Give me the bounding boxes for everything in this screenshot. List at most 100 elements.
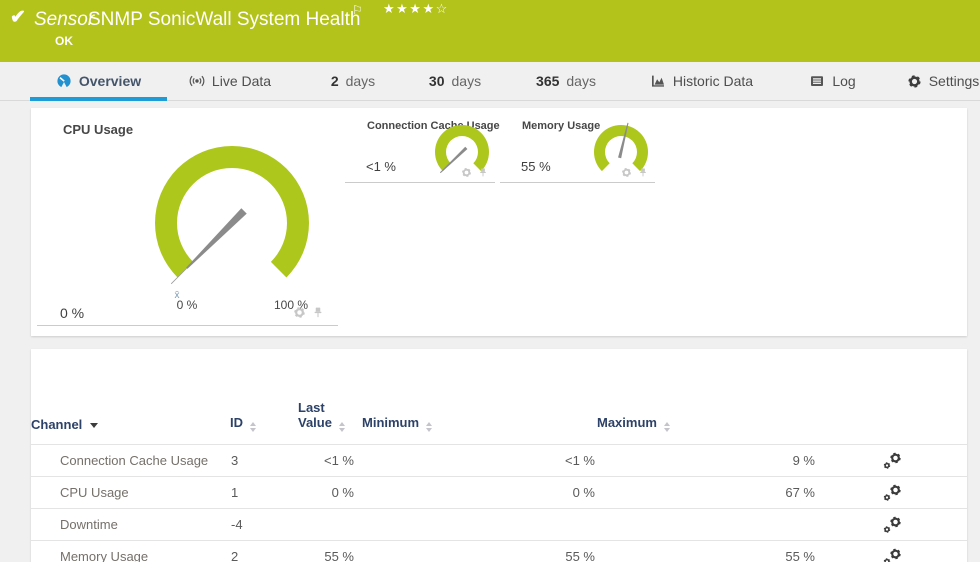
channel-last-value: <1 %	[324, 453, 354, 468]
column-header-last-value[interactable]: Last Value	[298, 349, 362, 445]
tab-label: days	[451, 73, 482, 89]
flag-icon[interactable]: ⚐	[352, 3, 363, 17]
tab-live-data[interactable]: Live Data	[180, 62, 280, 100]
tab-historic-data[interactable]: Historic Data	[639, 62, 764, 100]
tile-settings-gear-icon[interactable]	[293, 306, 306, 319]
tile-action-icons	[293, 306, 324, 319]
gauge-tile-connection-cache: Connection Cache Usage <1 %	[345, 108, 500, 183]
tile-action-icons	[621, 167, 648, 178]
gauge-current-value: <1 %	[366, 159, 396, 174]
column-label: Minimum	[362, 415, 420, 430]
channel-settings-gears-icon[interactable]	[880, 513, 905, 536]
area-chart-icon	[650, 73, 666, 89]
sort-desc-icon	[90, 423, 99, 428]
status-ok-check-icon: ✔	[10, 7, 26, 28]
tile-pin-icon[interactable]	[478, 167, 488, 178]
tab-label: Log	[832, 73, 856, 89]
column-header-channel[interactable]: Channel	[31, 349, 230, 445]
gauges-panel: CPU Usage x̄ 0 % 100 % 0 %	[31, 108, 967, 336]
tab-bar: Overview Live Data 2 days 30 days 365 da…	[0, 62, 980, 101]
tab-label: Overview	[78, 73, 142, 89]
column-label: Channel	[31, 417, 83, 432]
table-header-row: Channel ID Last Value Minimum Maximum	[31, 349, 967, 445]
channel-minimum: <1 %	[565, 453, 595, 468]
channel-maximum: 55 %	[785, 549, 815, 562]
memory-gauge-chart	[594, 122, 648, 172]
channel-last-value: 55 %	[324, 549, 354, 562]
gauge-needle	[439, 146, 468, 174]
gauge-tile-cpu: CPU Usage x̄ 0 % 100 % 0 %	[37, 108, 338, 326]
gauge-needle	[618, 122, 629, 159]
column-header-maximum[interactable]: Maximum	[597, 349, 817, 445]
tab-label: days	[566, 73, 596, 89]
channels-table: Channel ID Last Value Minimum Maximum	[31, 349, 967, 562]
sort-icon	[663, 422, 670, 432]
tab-30-days[interactable]: 30 days	[415, 62, 495, 100]
column-header-id[interactable]: ID	[230, 349, 298, 445]
gauge-tile-memory: Memory Usage 55 %	[500, 108, 655, 183]
live-broadcast-icon	[189, 73, 205, 89]
tab-2-days[interactable]: 2 days	[315, 62, 391, 100]
gauge-title: CPU Usage	[63, 122, 134, 137]
tab-number: 365	[536, 73, 560, 89]
tile-pin-icon[interactable]	[638, 167, 648, 178]
table-row: Memory Usage 2 55 % 55 % 55 %	[31, 540, 967, 562]
channel-minimum: 55 %	[565, 549, 595, 562]
gauge-current-value: 55 %	[521, 159, 551, 174]
channel-maximum: 67 %	[785, 485, 815, 500]
column-label: Maximum	[597, 415, 657, 430]
column-header-actions	[817, 349, 967, 445]
tile-settings-gear-icon[interactable]	[621, 167, 632, 178]
tab-settings[interactable]: Settings	[900, 62, 980, 100]
sensor-kind-label: Sensor	[34, 9, 95, 30]
gauge-current-value: 0 %	[60, 305, 85, 321]
gauge-needle	[170, 208, 247, 285]
tile-pin-icon[interactable]	[312, 306, 324, 319]
gauge-average-marker: x̄	[175, 290, 180, 301]
tile-action-icons	[461, 167, 488, 178]
column-label: Last	[298, 400, 325, 415]
channel-id: -4	[231, 517, 243, 532]
tab-number: 30	[428, 73, 445, 89]
sensor-status-text: OK	[55, 34, 73, 48]
channel-maximum	[597, 509, 817, 541]
table-row: Downtime -4	[31, 508, 967, 541]
tab-label: Live Data	[211, 73, 272, 89]
gauge-icon	[56, 73, 72, 89]
table-row: CPU Usage 1 0 % 0 % 67 %	[31, 476, 967, 509]
channels-panel: Channel ID Last Value Minimum Maximum	[31, 349, 967, 562]
sort-icon	[338, 422, 345, 432]
channel-name[interactable]: CPU Usage	[60, 485, 129, 500]
tile-settings-gear-icon[interactable]	[461, 167, 472, 178]
channel-minimum: 0 %	[572, 485, 595, 500]
cpu-gauge-chart: x̄ 0 % 100 %	[155, 146, 310, 312]
channel-settings-gears-icon[interactable]	[880, 481, 905, 504]
tab-label: days	[345, 73, 376, 89]
channel-maximum: 9 %	[792, 453, 815, 468]
column-header-minimum[interactable]: Minimum	[362, 349, 597, 445]
channel-settings-gears-icon[interactable]	[880, 545, 905, 562]
tab-log[interactable]: Log	[800, 62, 865, 100]
table-row: Connection Cache Usage 3 <1 % <1 % 9 %	[31, 444, 967, 477]
channel-id: 3	[231, 453, 239, 468]
log-list-icon	[809, 73, 825, 89]
gauge-scale-min: 0 %	[177, 298, 198, 312]
tab-overview[interactable]: Overview	[30, 62, 167, 101]
channel-name[interactable]: Downtime	[60, 517, 118, 532]
sort-icon	[250, 422, 256, 432]
channel-id: 1	[231, 485, 239, 500]
sensor-status-banner: ✔ Sensor SNMP SonicWall System Health ⚐ …	[0, 0, 980, 62]
channel-name[interactable]: Memory Usage	[60, 549, 149, 562]
tab-label: Historic Data	[672, 73, 754, 89]
tab-number: 2	[330, 73, 339, 89]
sort-icon	[426, 422, 433, 432]
channel-settings-gears-icon[interactable]	[880, 449, 905, 472]
gauge-title: Memory Usage	[522, 120, 601, 132]
priority-stars[interactable]: ★★★★☆	[383, 1, 449, 16]
channel-name[interactable]: Connection Cache Usage	[60, 453, 209, 468]
channel-id: 2	[231, 549, 239, 562]
gear-icon	[907, 74, 922, 89]
channel-last-value: 0 %	[331, 485, 354, 500]
tab-365-days[interactable]: 365 days	[521, 62, 611, 100]
